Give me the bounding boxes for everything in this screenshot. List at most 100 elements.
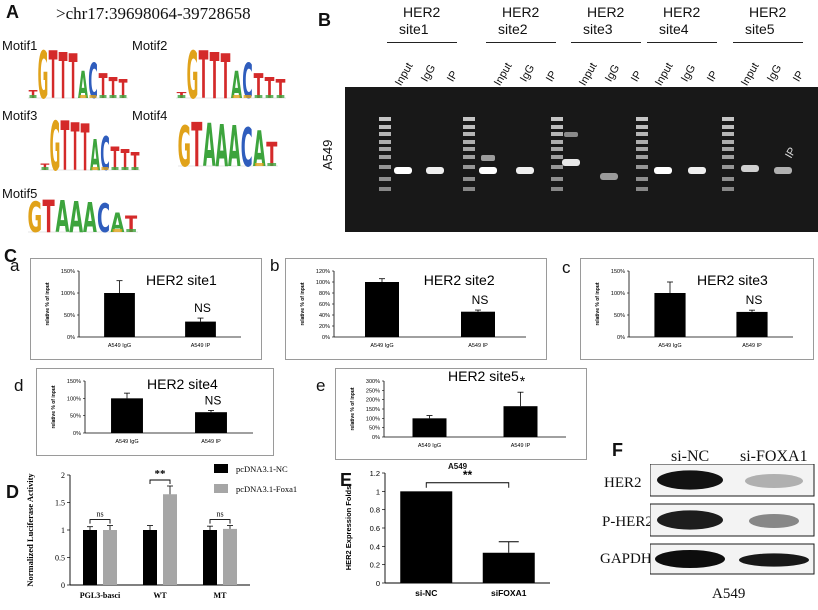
gel-band [564, 132, 578, 137]
expression-bracket [425, 482, 510, 488]
chart-ylabel: relative % of input [300, 282, 306, 325]
motif-minor-letter [99, 95, 107, 98]
motif-letter: T [71, 110, 80, 186]
motif-letter: A [55, 191, 69, 240]
gel-ladder [379, 117, 391, 191]
motif-letter: C [242, 55, 252, 111]
chart-category-label: A549 IP [742, 343, 762, 349]
panel-c-sub-letter-c: c [562, 258, 571, 277]
panel-c-chart-box-e: relative % of input HER2 site5 300% 250% 200… [335, 368, 587, 460]
motif2-label: Motif2 [132, 38, 168, 53]
luciferase-tick-label: 2 [61, 471, 65, 480]
motif-letter: A [90, 132, 100, 181]
motif-minor-letter [177, 95, 186, 98]
motif-letter: T [210, 40, 220, 113]
gel-lane-label: IgG [419, 62, 439, 84]
motif-letter: T [191, 111, 202, 181]
expression-tick-label: 1 [376, 487, 380, 496]
motif3-label: Motif3 [2, 108, 38, 123]
motif-minor-letter [126, 229, 136, 232]
gel-site-underline [647, 42, 717, 43]
gel-site-title-5: HER2 site5 [745, 4, 787, 37]
chart-tick-label: 100% [366, 416, 380, 422]
motif-letter: C [88, 54, 98, 110]
chart-bar [654, 293, 686, 337]
gel-lane-label: IgG [603, 62, 623, 84]
gel-site-underline [486, 42, 556, 43]
expression-tick-label: 0.8 [370, 506, 380, 515]
panel-letter-c: C [4, 246, 17, 266]
motif-letter: T [29, 88, 38, 100]
wb-band [749, 513, 799, 529]
chart-tick-label: 50% [70, 414, 81, 420]
chart-tick-label: 50% [64, 313, 75, 319]
chart-tick-label: 80% [319, 291, 330, 297]
luciferase-bar [143, 530, 157, 585]
motif-letter: G [187, 39, 199, 115]
chart-significance: NS [194, 301, 211, 315]
motif-minor-letter [131, 167, 139, 170]
expression-tick-label: 0 [376, 579, 380, 588]
motif-minor-letter [232, 95, 241, 98]
luciferase-significance: ns [216, 510, 223, 519]
wb-band [655, 550, 725, 568]
luciferase-tick-label: 1 [61, 526, 65, 535]
expression-category-label: siFOXA1 [491, 588, 527, 598]
chart-tick-label: 150% [67, 379, 81, 385]
wb-strip-2 [650, 503, 815, 537]
gel-lane-label: Input [739, 60, 762, 88]
chart-ylabel: relative % of input [45, 282, 51, 325]
luciferase-chart: Normalized Luciferase Activity 2 1.5 1 0.5 0 n… [25, 464, 297, 600]
luciferase-significance: ns [96, 510, 103, 519]
motif-letter: T [131, 147, 140, 176]
gel-band [426, 167, 444, 174]
motif-letter: T [43, 191, 55, 240]
motif-minor-letter [109, 95, 117, 98]
chart-tick-label: 60% [319, 302, 330, 308]
motif-letter: G [50, 109, 61, 187]
gel-lane-header: HER2 site1 Input IgG IP HER2 site2 Input IgG IP HE… [345, 0, 818, 90]
motif-minor-letter [89, 95, 97, 98]
gel-lane-label: IP [629, 68, 645, 84]
panel-c-chart-box-a: relative % of input HER2 site1 150% 100% 50%… [30, 258, 262, 360]
motif-letter: T [61, 109, 70, 187]
gel-band [774, 167, 792, 174]
motif-letter: C [97, 197, 110, 240]
wb-strip-3 [650, 543, 815, 575]
chart-tick-label: 0% [67, 335, 75, 341]
legend-swatch [214, 484, 228, 493]
gel-ladder [463, 117, 475, 191]
motif-letter: G [28, 193, 43, 240]
chart-tick-label: 300% [366, 379, 380, 385]
chart-xlabel: A549 [448, 462, 468, 471]
motif-letter: T [59, 40, 68, 113]
luciferase-bar [163, 494, 177, 585]
chart-significance: NS [472, 293, 489, 307]
gel-lane-label: IP [791, 68, 807, 84]
chip-qpcr-chart-e: relative % of input HER2 site5 300% 250% 200… [350, 368, 566, 449]
chart-category-label: A549 IgG [370, 343, 393, 349]
chart-category-label: A549 IP [468, 343, 488, 349]
gel-lane-label: Input [577, 60, 600, 88]
motif-letter: T [266, 137, 277, 175]
wb-band [657, 510, 723, 530]
panel-c-sub-letter-b: b [270, 256, 280, 275]
chart-tick-label: 150% [61, 269, 75, 275]
luciferase-bracket [89, 519, 111, 524]
motif-letter: A [228, 114, 241, 179]
chart-category-label: A549 IP [201, 439, 221, 445]
gel-band [654, 167, 672, 174]
expression-bar [400, 491, 453, 583]
motif-minor-letter [276, 95, 285, 98]
chart-title: HER2 site2 [424, 272, 495, 288]
gel-lane-label: IP [544, 68, 560, 84]
chart-title: HER2 site3 [697, 272, 768, 288]
expression-bar [482, 552, 535, 583]
motif-letter: T [109, 72, 118, 106]
motif-letter: A [231, 64, 242, 108]
wb-condition-si-nc: si-NC [671, 448, 710, 465]
motif-letter: T [119, 74, 128, 104]
luciferase-bracket [209, 519, 231, 524]
motif-letter: G [38, 38, 49, 114]
